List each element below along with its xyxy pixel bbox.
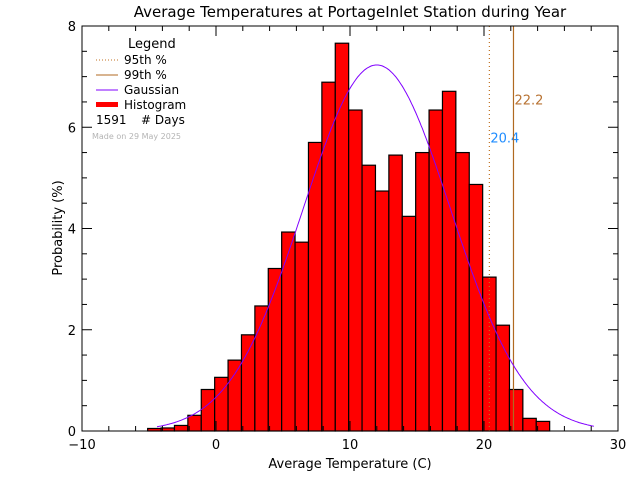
legend-95th-label: 95th %	[124, 53, 167, 67]
histogram-bar	[254, 305, 269, 432]
histogram-bar	[334, 42, 350, 432]
histogram-bar	[374, 190, 390, 432]
histogram-bar	[401, 215, 417, 432]
histogram-bar	[187, 414, 202, 432]
histogram-bar	[294, 241, 310, 432]
y-tick-label: 0	[68, 425, 76, 440]
histogram-bar	[173, 424, 189, 432]
y-tick-label: 4	[68, 223, 76, 238]
percentile-label-95th: 20.4	[490, 131, 519, 146]
histogram-bar	[415, 151, 430, 432]
histogram-bar	[281, 231, 296, 432]
percentile-label-99th: 22.2	[514, 93, 543, 108]
histogram-bar	[200, 388, 216, 432]
y-tick-label: 6	[68, 121, 76, 136]
x-tick-label: 0	[212, 438, 220, 453]
chart-title: Average Temperatures at PortageInlet Sta…	[134, 3, 567, 21]
histogram-bar	[441, 90, 457, 432]
legend-histogram-label: Histogram	[124, 98, 186, 112]
histogram-bar	[535, 420, 551, 432]
legend-99th-label: 99th %	[124, 68, 167, 82]
x-tick-label: 10	[342, 438, 359, 453]
histogram-bar	[267, 267, 283, 432]
percentile-lines: 20.4 22.2	[488, 26, 543, 431]
made-on-note: Made on 29 May 2025	[92, 132, 181, 141]
legend-count-value: 1591	[96, 113, 127, 127]
histogram-bar	[508, 388, 524, 432]
histogram-bar	[361, 164, 377, 432]
legend-count-label: # Days	[141, 113, 185, 127]
legend-histogram-swatch	[96, 102, 118, 107]
histogram-bar	[455, 151, 470, 432]
y-tick-label: 2	[68, 324, 76, 339]
histogram-bar	[468, 183, 484, 432]
histogram-bar	[227, 359, 243, 432]
legend: Legend 95th % 99th % Gaussian Histogram …	[92, 37, 186, 141]
histogram-bar	[240, 334, 256, 432]
x-tick-label: −10	[68, 438, 95, 453]
histogram-bar	[522, 417, 537, 432]
gaussian-curve	[156, 64, 594, 428]
histogram-bar	[428, 109, 444, 432]
legend-title: Legend	[128, 37, 176, 52]
x-tick-label: 30	[610, 438, 627, 453]
histogram-bar	[495, 324, 511, 432]
x-tick-label: 20	[476, 438, 493, 453]
histogram-bar	[348, 109, 363, 432]
legend-gaussian-label: Gaussian	[124, 83, 179, 97]
x-axis-label: Average Temperature (C)	[268, 457, 431, 472]
histogram-bars	[147, 42, 551, 432]
histogram-bar	[388, 154, 403, 432]
y-axis-label: Probability (%)	[51, 180, 66, 275]
y-tick-label: 8	[68, 20, 76, 35]
